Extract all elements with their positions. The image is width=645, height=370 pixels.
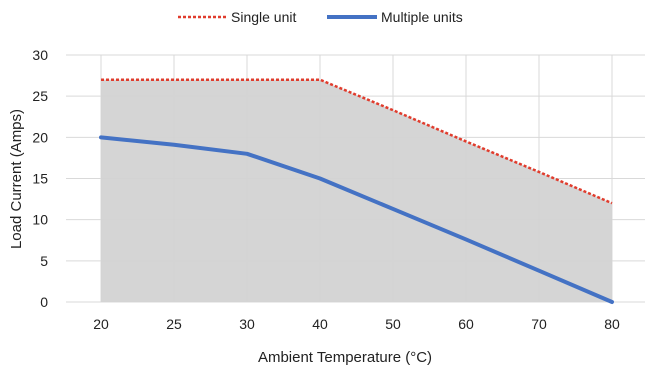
x-tick-label-25: 25 [166,316,182,332]
legend-label-single-unit: Single unit [231,9,296,25]
legend-label-multiple-units: Multiple units [381,9,463,25]
y-tick-label-10: 10 [32,212,48,228]
x-tick-label-60: 60 [458,316,474,332]
y-tick-label-25: 25 [32,88,48,104]
x-axis-title: Ambient Temperature (°C) [258,349,432,366]
y-tick-label-0: 0 [40,294,48,310]
x-tick-label-70: 70 [531,316,547,332]
x-tick-label-20: 20 [93,316,109,332]
y-axis-ticks: 0 5 10 15 20 25 30 [32,47,48,310]
series-lines [99,78,614,304]
y-tick-label-20: 20 [32,129,48,145]
y-tick-label-15: 15 [32,171,48,187]
y-axis-title: Load Current (Amps) [8,109,25,249]
x-tick-label-50: 50 [385,316,401,332]
y-tick-label-30: 30 [32,47,48,63]
series-line-single-unit [101,78,613,205]
x-tick-label-80: 80 [604,316,620,332]
y-tick-label-5: 5 [40,253,48,269]
series-line-multiple-units [99,135,614,304]
legend: Single unit Multiple units [178,9,463,25]
x-axis-ticks: 20 25 30 40 50 60 70 80 [93,316,620,332]
x-tick-label-30: 30 [239,316,255,332]
x-tick-label-40: 40 [312,316,328,332]
